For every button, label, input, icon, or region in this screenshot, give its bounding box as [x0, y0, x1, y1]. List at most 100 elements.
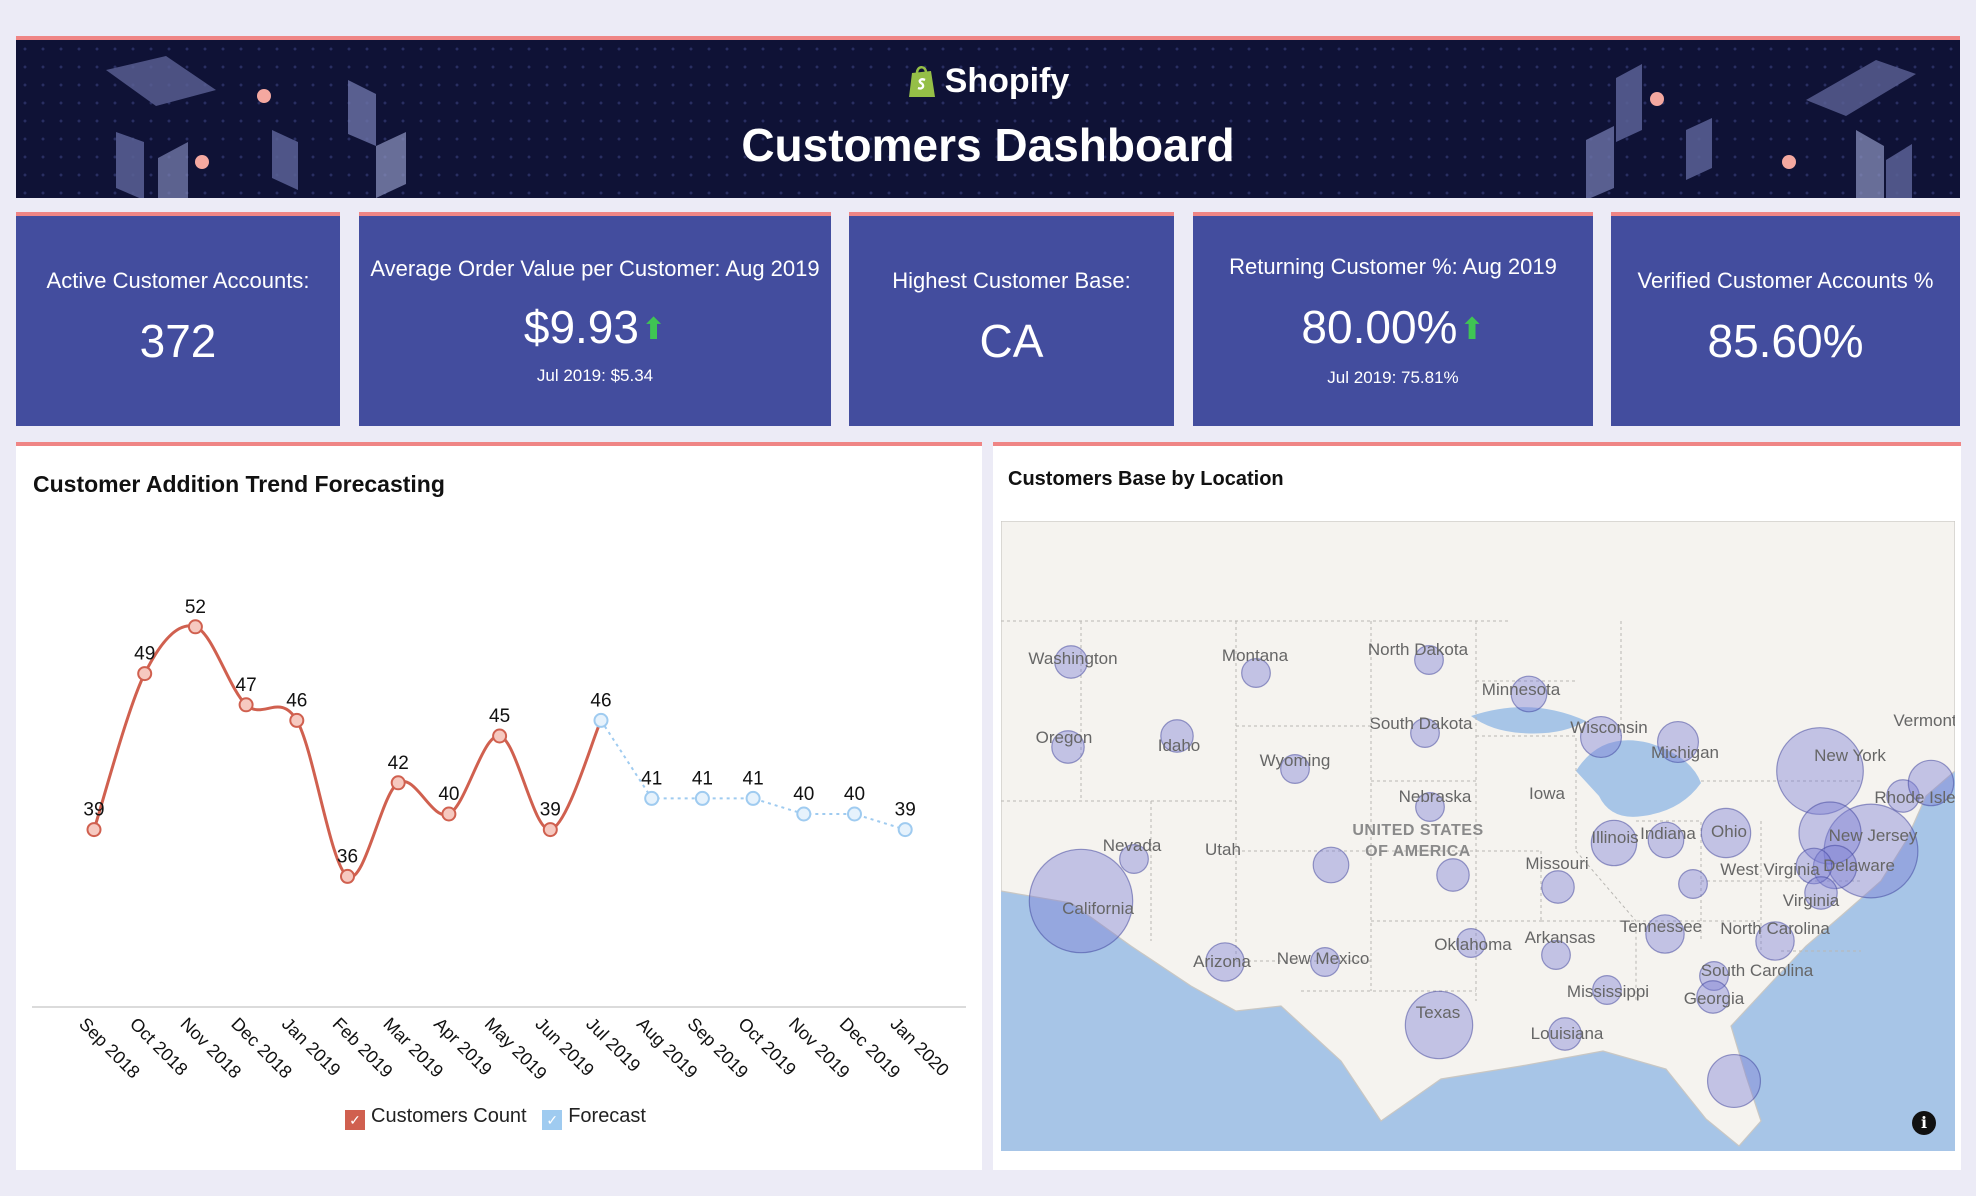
data-label: 46: [590, 690, 611, 711]
data-label: 45: [489, 706, 510, 727]
state-label: Utah: [1205, 840, 1241, 859]
kpi-card-highest-customer-base: Highest Customer Base: CA: [849, 212, 1174, 426]
kpi-previous-value: Jul 2019: $5.34: [536, 366, 654, 385]
data-point: [492, 728, 508, 744]
state-label: Washington: [1028, 649, 1117, 668]
data-label: 39: [540, 800, 561, 821]
brand-name: Shopify: [944, 62, 1070, 100]
location-bubble: [1645, 914, 1685, 954]
location-bubble: [1404, 990, 1474, 1060]
state-label: Mississippi: [1567, 982, 1649, 1001]
info-icon[interactable]: i: [1912, 1111, 1936, 1135]
data-point: [340, 868, 355, 884]
state-label: West Virginia: [1720, 860, 1820, 879]
header-decoration-right: [1586, 60, 1916, 198]
location-bubble: [1310, 947, 1340, 977]
location-bubble: [1656, 720, 1700, 764]
data-point: [187, 619, 203, 635]
kpi-value: $9.93: [523, 301, 639, 353]
location-bubble: [1312, 846, 1350, 884]
location-bubble: [1410, 718, 1440, 748]
location-bubble: [1907, 759, 1955, 807]
data-label: 40: [844, 784, 865, 805]
map-title: Customers Base by Location: [1008, 468, 1284, 490]
kpi-label: Active Customer Accounts:: [46, 268, 310, 293]
state-label: Vermont: [1893, 711, 1955, 730]
location-bubble: [1541, 870, 1575, 904]
location-bubble: [1456, 928, 1486, 958]
legend-label: Forecast: [568, 1105, 646, 1127]
data-label: 39: [83, 800, 104, 821]
data-point: [897, 822, 913, 838]
location-bubble: [1510, 675, 1548, 713]
data-point: [441, 806, 457, 822]
brand-logo: Shopify: [16, 62, 1960, 101]
state-label: Wisconsin: [1570, 718, 1647, 737]
data-point: [847, 806, 862, 822]
location-bubble: [1590, 819, 1638, 867]
location-bubble: [1804, 876, 1838, 910]
kpi-value: CA: [979, 315, 1044, 367]
state-label: Idaho: [1158, 736, 1201, 755]
data-label: 42: [388, 753, 409, 774]
state-label: New Mexico: [1277, 949, 1370, 968]
data-label: 41: [641, 768, 662, 789]
state-label: Illinois: [1591, 828, 1638, 847]
legend-item-forecast[interactable]: ✓ Forecast: [542, 1105, 646, 1130]
data-label: 41: [692, 768, 713, 789]
kpi-previous-value: Jul 2019: 75.81%: [1327, 368, 1459, 387]
state-label: Delaware: [1823, 856, 1895, 875]
location-bubble: [1579, 715, 1623, 759]
state-label: California: [1062, 899, 1134, 918]
state-label: Ohio: [1711, 822, 1747, 841]
location-bubble: [1886, 779, 1920, 813]
location-bubble: [1436, 858, 1470, 892]
kpi-label: Average Order Value per Customer: Aug 20…: [370, 256, 820, 281]
data-label: 40: [793, 784, 814, 805]
data-point: [137, 666, 153, 682]
state-label: Wyoming: [1260, 751, 1331, 770]
map-canvas[interactable]: Washington Montana North Dakota Minnesota Or…: [1001, 521, 1955, 1151]
kpi-card-verified-accounts: Verified Customer Accounts % 85.60%: [1611, 212, 1960, 426]
legend-label: Customers Count: [371, 1105, 527, 1127]
location-bubble: [1706, 1053, 1762, 1109]
state-label: Louisiana: [1531, 1024, 1604, 1043]
state-label: Missouri: [1525, 854, 1588, 873]
kpi-label: Returning Customer %: Aug 2019: [1229, 254, 1557, 279]
data-point: [694, 790, 710, 806]
legend-item-customers-count[interactable]: ✓ Customers Count: [345, 1105, 527, 1130]
state-label: North Carolina: [1720, 919, 1830, 938]
trend-forecast-panel: [16, 442, 982, 1170]
location-bubble: [1700, 807, 1752, 859]
data-label: 40: [438, 784, 459, 805]
page-title: Customers Dashboard: [741, 119, 1235, 171]
state-label: Rhode Isle: [1874, 788, 1955, 807]
location-bubble: [1051, 730, 1085, 764]
kpi-card-active-accounts: Active Customer Accounts: 372: [16, 212, 340, 426]
us-bubble-map[interactable]: Washington Montana North Dakota Minnesota Or…: [1001, 521, 1955, 1151]
trend-up-icon: ⬆: [1459, 313, 1485, 346]
data-label: 47: [236, 675, 257, 696]
data-point: [238, 697, 254, 713]
state-label: New York: [1814, 746, 1886, 765]
state-label: Montana: [1222, 646, 1289, 665]
series-line-customers-count: [92, 624, 603, 879]
state-label: Iowa: [1529, 784, 1565, 803]
state-label: Georgia: [1684, 989, 1745, 1008]
location-bubble: [1678, 869, 1708, 899]
location-bubble: [1541, 940, 1571, 970]
country-label: UNITED STATES: [1352, 822, 1483, 839]
kpi-value: 372: [139, 315, 217, 367]
data-point: [796, 806, 812, 822]
location-bubbles: [1028, 645, 1955, 1109]
location-bubble: [1795, 847, 1833, 885]
kpi-value: 80.00%: [1301, 301, 1458, 353]
location-bubble: [1241, 658, 1271, 688]
data-point: [390, 775, 406, 791]
data-label: 49: [134, 644, 155, 665]
header-decoration-left: [106, 56, 406, 198]
trend-up-icon: ⬆: [640, 313, 667, 346]
location-bubble: [1119, 844, 1149, 874]
chart-title: Customer Addition Trend Forecasting: [33, 471, 445, 497]
